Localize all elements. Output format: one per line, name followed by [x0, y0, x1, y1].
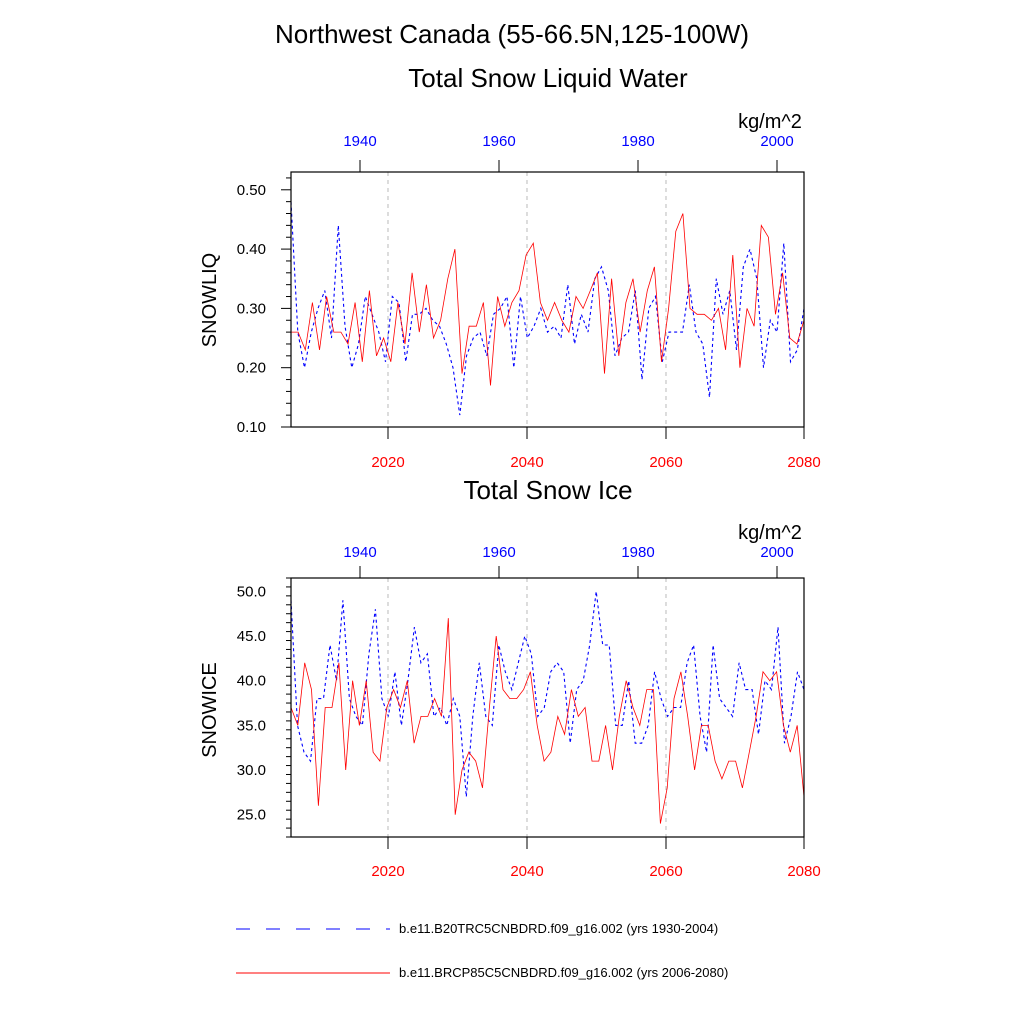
- series-layer-snowice: [290, 591, 805, 824]
- bottom-tick-label: 2020: [371, 454, 404, 471]
- bottom-tick-label: 2020: [371, 863, 404, 880]
- bottom-x-axis-snowice: 2020 2040 2060 2080: [371, 837, 821, 880]
- panel-snowice: Total Snow Ice kg/m^2 SNOWICE 25.0 30.0 35…: [199, 475, 821, 880]
- top-tick-label: 1960: [482, 544, 515, 561]
- y-tick-label: 30.0: [237, 762, 266, 779]
- units-label-snowice: kg/m^2: [738, 522, 802, 544]
- y-tick-label: 50.0: [237, 583, 266, 600]
- bottom-tick-label: 2080: [787, 454, 820, 471]
- y-axis-label-snowliq: SNOWLIQ: [199, 253, 221, 347]
- y-axis-snowliq: 0.10 0.20 0.30 0.40 0.50: [237, 177, 291, 436]
- series-line-rcp85: [291, 213, 805, 386]
- series-line-historical: [290, 591, 805, 797]
- series-layer-snowliq: [290, 201, 805, 416]
- top-x-axis-snowliq: 1940 1960 1980 2000: [343, 133, 794, 172]
- bottom-tick-label: 2040: [510, 863, 543, 880]
- bottom-tick-label: 2060: [649, 454, 682, 471]
- top-tick-label: 1940: [343, 544, 376, 561]
- y-tick-label: 40.0: [237, 673, 266, 690]
- top-tick-label: 1980: [621, 133, 654, 150]
- legend: b.e11.B20TRC5CNBDRD.f09_g16.002 (yrs 193…: [236, 921, 728, 980]
- figure-title: Northwest Canada (55-66.5N,125-100W): [275, 19, 749, 49]
- legend-label-rcp85: b.e11.BRCP85C5CNBDRD.f09_g16.002 (yrs 20…: [399, 965, 728, 980]
- plot-frame-snowliq: [290, 171, 805, 428]
- y-tick-label: 0.50: [237, 182, 266, 199]
- y-tick-label: 0.30: [237, 300, 266, 317]
- top-tick-label: 2000: [760, 544, 793, 561]
- units-label-snowliq: kg/m^2: [738, 111, 802, 133]
- top-tick-label: 1960: [482, 133, 515, 150]
- bottom-tick-label: 2060: [649, 863, 682, 880]
- bottom-tick-label: 2040: [510, 454, 543, 471]
- y-tick-label: 45.0: [237, 628, 266, 645]
- y-tick-label: 25.0: [237, 807, 266, 824]
- y-axis-label-snowice: SNOWICE: [199, 662, 221, 758]
- series-line-historical: [290, 201, 805, 416]
- top-tick-label: 1980: [621, 544, 654, 561]
- panel-snowliq: Total Snow Liquid Water kg/m^2 SNOWLIQ 0…: [199, 63, 821, 471]
- plot-frame-snowice: [290, 577, 805, 838]
- panel-title-snowliq: Total Snow Liquid Water: [408, 63, 688, 93]
- y-tick-label: 0.20: [237, 360, 266, 377]
- bottom-x-axis-snowliq: 2020 2040 2060 2080: [371, 427, 821, 471]
- legend-label-historical: b.e11.B20TRC5CNBDRD.f09_g16.002 (yrs 193…: [399, 921, 718, 936]
- top-tick-label: 1940: [343, 133, 376, 150]
- panel-title-snowice: Total Snow Ice: [463, 475, 632, 505]
- y-axis-snowice: 25.0 30.0 35.0 40.0 45.0 50.0: [237, 577, 291, 838]
- top-x-axis-snowice: 1940 1960 1980 2000: [343, 544, 794, 578]
- series-line-rcp85: [290, 618, 805, 824]
- y-tick-label: 0.10: [237, 419, 266, 436]
- y-tick-label: 35.0: [237, 717, 266, 734]
- y-tick-label: 0.40: [237, 241, 266, 258]
- bottom-tick-label: 2080: [787, 863, 820, 880]
- top-tick-label: 2000: [760, 133, 793, 150]
